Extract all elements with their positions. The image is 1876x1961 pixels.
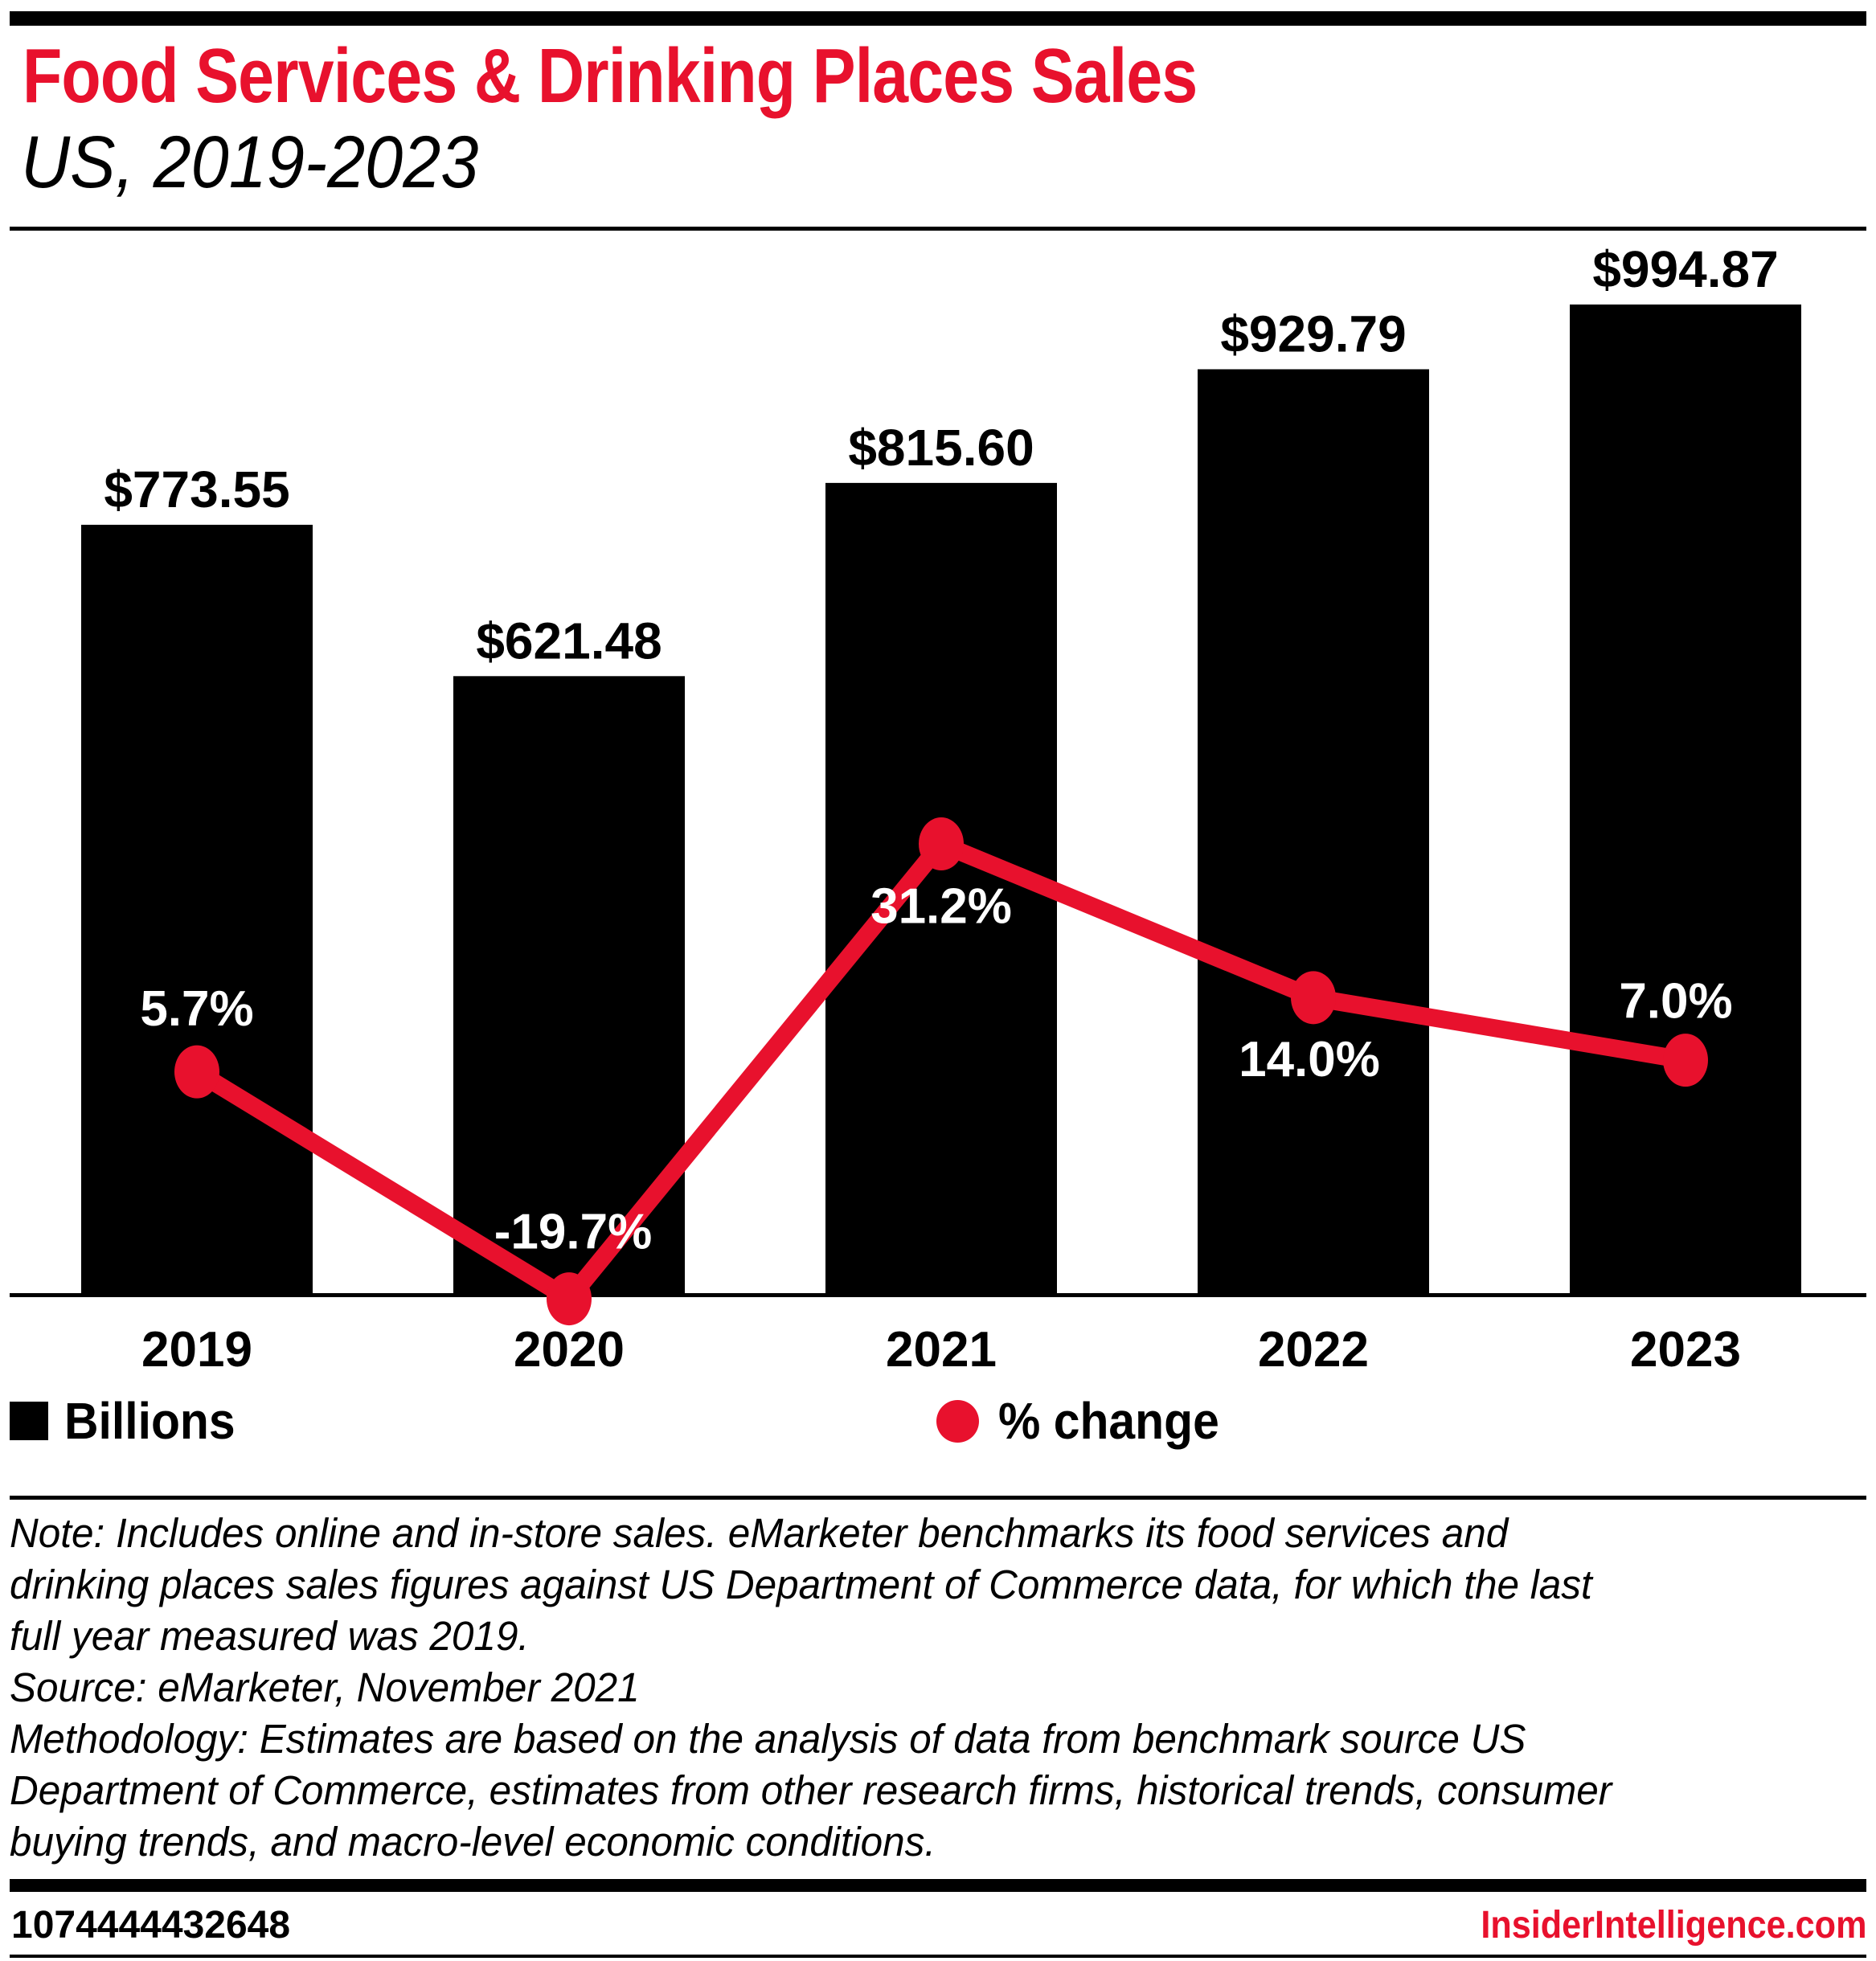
notes-block: Note: Includes online and in-store sales… <box>10 1508 1866 1868</box>
brand-site: InsiderIntelligence.com <box>1480 1904 1866 1947</box>
page-subtitle: US, 2019-2023 <box>21 121 479 203</box>
bar-2023 <box>1570 304 1801 1295</box>
combo-chart: $773.55 $621.48 $815.60 $929.79 $994.87 2019 2… <box>10 241 1866 1378</box>
x-tick-label-2019: 2019 <box>141 1322 252 1378</box>
line-value-label-2020: -19.7% <box>494 1205 652 1260</box>
x-axis-line <box>10 1293 1866 1297</box>
legend-label-billions: Billions <box>64 1392 236 1450</box>
bar-2021 <box>825 482 1057 1295</box>
line-marker-2022 <box>1291 971 1336 1025</box>
legend-label-percent-change: % change <box>998 1392 1219 1450</box>
note-line: Note: Includes online and in-store sales… <box>10 1510 1509 1556</box>
line-marker-2019 <box>174 1045 219 1099</box>
billions-swatch-icon <box>10 1402 48 1440</box>
bar-2022 <box>1198 369 1429 1295</box>
bar-value-label-2021: $815.60 <box>848 419 1034 477</box>
bar-value-label-2020: $621.48 <box>476 612 662 669</box>
notes-divider <box>10 1496 1866 1500</box>
x-tick-label-2023: 2023 <box>1630 1322 1741 1378</box>
chart-id: 1074444432648 <box>11 1904 291 1947</box>
header-divider <box>10 227 1866 231</box>
line-marker-2021 <box>919 817 964 871</box>
methodology-line: Methodology: Estimates are based on the … <box>10 1716 1526 1762</box>
line-value-label-2019: 5.7% <box>140 981 253 1037</box>
methodology-line: buying trends, and macro-level economic … <box>10 1819 936 1865</box>
line-marker-2020 <box>547 1272 592 1326</box>
x-tick-label-2020: 2020 <box>514 1322 625 1378</box>
top-black-bar <box>10 11 1866 26</box>
methodology-line: Department of Commerce, estimates from o… <box>10 1767 1612 1813</box>
legend-item-percent-change: % change <box>936 1392 1239 1450</box>
legend-item-billions: Billions <box>10 1392 250 1450</box>
page-title: Food Services & Drinking Places Sales <box>23 33 1198 119</box>
line-marker-2023 <box>1663 1034 1708 1087</box>
x-tick-label-2021: 2021 <box>886 1322 997 1378</box>
bar-value-label-2022: $929.79 <box>1220 305 1406 362</box>
line-value-label-2022: 14.0% <box>1239 1032 1380 1087</box>
line-value-label-2023: 7.0% <box>1619 974 1732 1030</box>
source-line: Source: eMarketer, November 2021 <box>10 1664 640 1710</box>
bar-value-label-2019: $773.55 <box>104 461 289 518</box>
note-line: drinking places sales figures against US… <box>10 1562 1592 1607</box>
percent-change-swatch-icon <box>936 1399 979 1443</box>
note-line: full year measured was 2019. <box>10 1613 530 1659</box>
x-tick-label-2022: 2022 <box>1258 1322 1369 1378</box>
footer-black-bar <box>10 1879 1866 1892</box>
bottom-divider <box>10 1955 1866 1958</box>
bar-2019 <box>81 524 313 1295</box>
bar-value-label-2023: $994.87 <box>1592 241 1778 298</box>
line-value-label-2021: 31.2% <box>870 879 1012 935</box>
